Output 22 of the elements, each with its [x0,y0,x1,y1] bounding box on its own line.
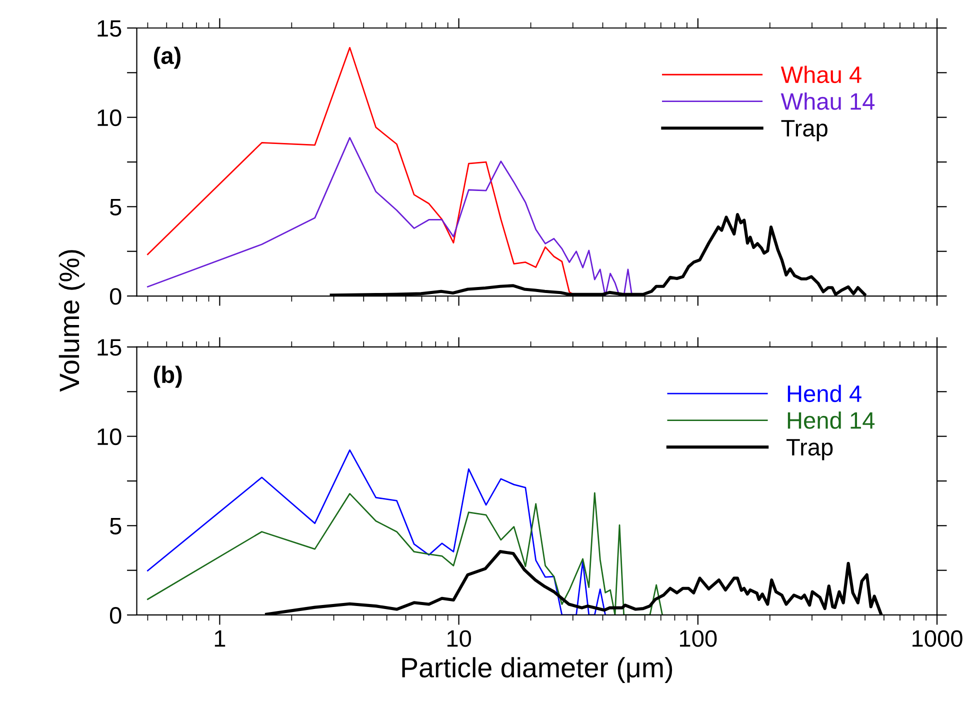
legend-label: Trap [786,439,833,460]
y-tick-label: 0 [110,607,122,624]
x-tick-label: 100 [680,630,717,647]
annotation: (b) [154,366,182,388]
y-tick-label: 15 [98,339,122,356]
y-tick-label: 15 [98,20,122,37]
y-tick-label: 5 [110,518,122,534]
y-axis-title: Volume (%) [58,250,85,392]
x-axis-title: Particle diameter (μm) [402,657,672,684]
x-tick-label: 1000 [912,630,962,647]
y-tick-label: 10 [98,109,122,126]
legend-label: Whau 4 [780,66,862,84]
annotation: (a) [154,46,180,69]
legend-label: Hend 14 [788,411,875,429]
y-tick-label: 10 [98,428,122,446]
y-tick-label: 5 [110,198,122,216]
legend-label: Whau 14 [780,92,875,110]
legend-label: Hend 4 [788,384,862,402]
x-tick-label: 10 [447,630,472,647]
y-tick-label: 0 [110,288,122,305]
x-tick-label: 1 [214,630,226,647]
legend-label: Trap [781,120,828,142]
